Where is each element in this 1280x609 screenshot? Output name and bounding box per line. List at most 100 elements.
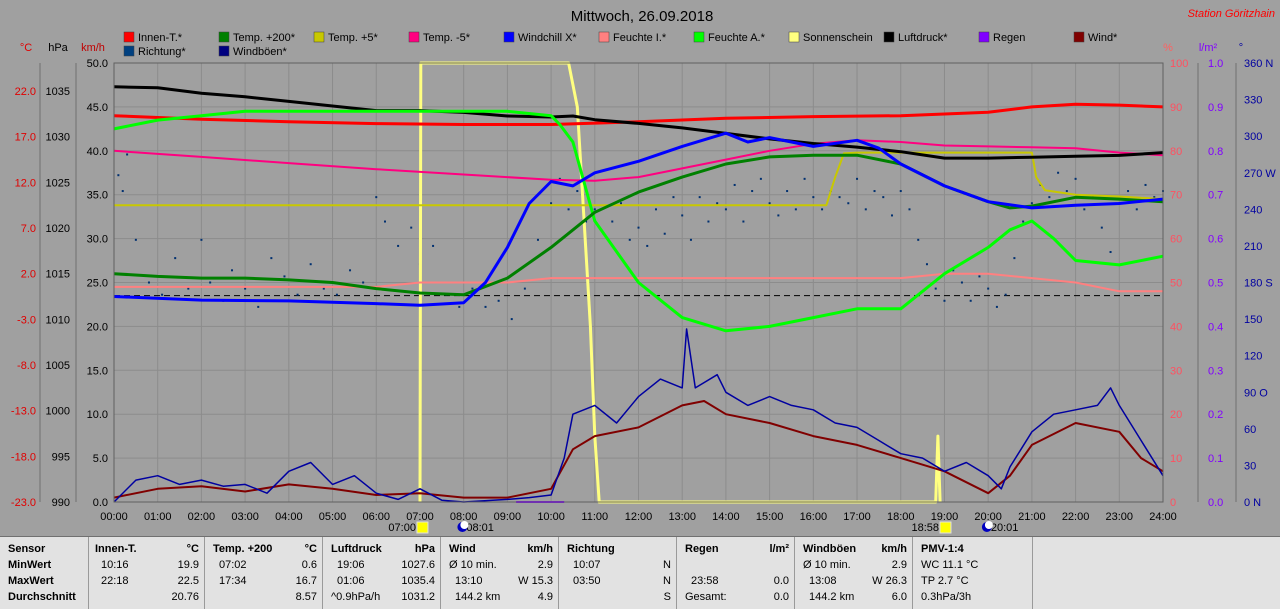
direction-point (283, 275, 286, 278)
legend-label-luftdruck: Luftdruck* (898, 32, 948, 44)
direction-point (1004, 293, 1007, 296)
event-markers: 07:00 08:01 18:58 20:01 (388, 521, 1018, 534)
direction-point (174, 257, 177, 260)
event-time-moonrise: 20:01 (991, 522, 1019, 534)
axis-temp-tick: -13.0 (11, 406, 36, 418)
direction-point (510, 318, 513, 321)
axis-humidity-tick: 100 (1170, 58, 1188, 70)
direction-point (523, 287, 526, 290)
innen-max: 22.5 (177, 575, 199, 587)
wind-r3-value: 4.9 (537, 591, 553, 603)
axis-unit-kmh: km/h (81, 42, 105, 54)
direction-point (1153, 196, 1156, 199)
direction-point (620, 202, 623, 205)
innen-avg: 20.76 (171, 591, 199, 603)
direction-point (322, 287, 325, 290)
boeen-r3-label: 144.2 km (809, 591, 855, 603)
direction-point (689, 238, 692, 241)
axis-direction-tick: 120 (1244, 351, 1262, 363)
axis-pressure-tick: 1015 (46, 269, 70, 281)
axis-rain-tick: 0.6 (1208, 234, 1223, 246)
event-time-sunset: 18:58 (911, 522, 939, 534)
axis-pressure-tick: 1000 (46, 406, 70, 418)
axis-rain-tick: 1.0 (1208, 58, 1223, 70)
stats-col-wind: Wind km/h Ø 10 min. 2.9 13:10 W 15.3 144… (440, 537, 559, 609)
direction-point (759, 177, 762, 180)
direction-point (209, 281, 212, 284)
axis-direction-tick: 270 W (1244, 168, 1276, 180)
axis-humidity-tick: 50 (1170, 278, 1182, 290)
direction-point (751, 190, 754, 193)
richtung-r1-time: 10:07 (573, 559, 601, 571)
axis-x-tick: 08:00 (450, 511, 478, 523)
direction-point (864, 208, 867, 211)
stats-header-wind: Wind (449, 543, 476, 555)
direction-point (161, 293, 164, 296)
stats-unit-innen: °C (186, 543, 199, 555)
direction-point (126, 153, 129, 156)
direction-point (786, 190, 789, 193)
axis-pressure-tick: 1005 (46, 360, 70, 372)
direction-point (335, 293, 338, 296)
stats-col-sensor: Sensor MinWert MaxWert Durchschnitt (0, 537, 88, 609)
axis-x-tick: 17:00 (843, 511, 871, 523)
stats-unit-regen: l/m² (769, 543, 789, 555)
wind-r3-label: 144.2 km (455, 591, 501, 603)
direction-point (397, 244, 400, 247)
direction-point (362, 281, 365, 284)
luftdruck-min-time: 19:06 (337, 559, 365, 571)
direction-point (1065, 190, 1068, 193)
series-innen-t (113, 102, 1164, 126)
legend-label-feuchte-i: Feuchte I.* (613, 32, 667, 44)
direction-point (1057, 171, 1060, 174)
axis-direction-tick: 30 (1244, 460, 1256, 472)
stats-col-temp200: Temp. +200 °C 07:02 0.6 17:34 16.7 8.57 (204, 537, 323, 609)
boeen-r2-label: 13:08 (809, 575, 837, 587)
legend-label-temp-5: Temp. +5* (328, 32, 379, 44)
axis-wind-tick: 15.0 (87, 365, 108, 377)
sunset-icon (939, 521, 952, 534)
axis-temp-tick: 2.0 (21, 269, 36, 281)
stats-col-empty (1032, 537, 1280, 609)
axis-wind-tick: 35.0 (87, 190, 108, 202)
series-windb-en (113, 328, 1164, 503)
direction-point (654, 208, 657, 211)
axis-rain-tick: 0.2 (1208, 409, 1223, 421)
axis-x-tick: 01:00 (144, 511, 172, 523)
legend-label-feuchte-a: Feuchte A.* (708, 32, 766, 44)
wind-r1-value: 2.9 (537, 559, 553, 571)
axis-temp-tick: 12.0 (15, 177, 36, 189)
axis-temp-tick: 17.0 (15, 132, 36, 144)
legend-label-innen-t: Innen-T.* (138, 32, 183, 44)
direction-point (611, 220, 614, 223)
axis-x-tick: 12:00 (625, 511, 653, 523)
innen-max-time: 22:18 (101, 575, 129, 587)
direction-point (803, 177, 806, 180)
direction-point (121, 190, 124, 193)
direction-point (1100, 226, 1103, 229)
axis-rain-tick: 0.5 (1208, 278, 1223, 290)
direction-point (917, 238, 920, 241)
direction-point (960, 281, 963, 284)
axis-unit-celsius: °C (20, 42, 32, 54)
axis-x-tick: 05:00 (319, 511, 347, 523)
axes: 22.0 17.0 12.0 7.0 2.0 -3.0 -8.0 -13.0 -18.0 -23.… (11, 58, 1276, 523)
luftdruck-max: 1035.4 (401, 575, 435, 587)
sunrise-icon (416, 521, 429, 534)
direction-point (672, 196, 675, 199)
innen-min: 19.9 (177, 559, 199, 571)
series-temp-5 (113, 139, 1164, 182)
stats-header-richtung: Richtung (567, 543, 615, 555)
legend-label-richtung: Richtung* (138, 46, 186, 58)
axis-pressure-tick: 995 (52, 451, 70, 463)
stats-row-avg: Durchschnitt (8, 591, 76, 603)
plot-area (113, 61, 1164, 504)
richtung-r2-time: 03:50 (573, 575, 601, 587)
axis-rain-tick: 0.7 (1208, 190, 1223, 202)
direction-point (1022, 220, 1025, 223)
legend-label-temp-5: Temp. -5* (423, 32, 471, 44)
axis-x-tick: 13:00 (668, 511, 696, 523)
regen-r2-value: 0.0 (773, 575, 789, 587)
axis-temp-tick: -18.0 (11, 451, 36, 463)
direction-point (681, 214, 684, 217)
